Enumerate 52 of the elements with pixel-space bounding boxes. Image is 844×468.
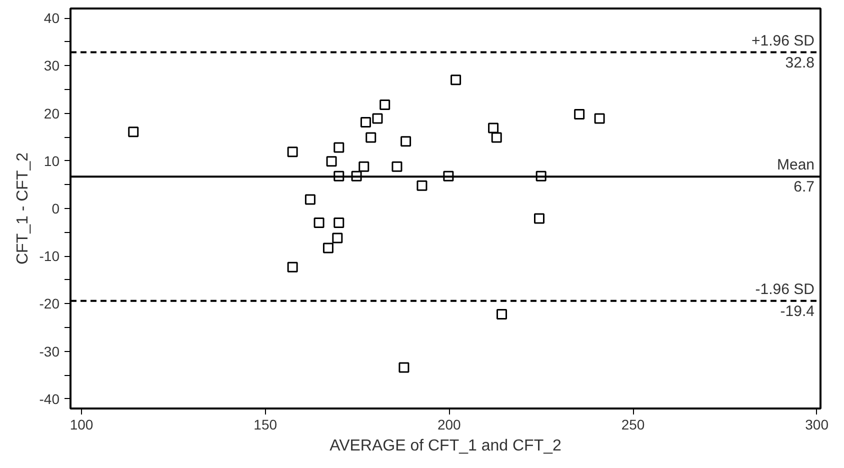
- point: [366, 132, 376, 143]
- x-tick-label: 300: [805, 416, 829, 432]
- y-tick-label: 40: [44, 10, 60, 26]
- point: [304, 194, 316, 205]
- point: [450, 74, 462, 86]
- y-tick-label: -40: [39, 390, 60, 407]
- point: [594, 113, 605, 124]
- annotation: 32.8: [785, 54, 815, 72]
- point: [400, 136, 412, 147]
- annotation: 6.7: [794, 178, 815, 196]
- y-tick-label: 0: [52, 200, 60, 216]
- point: [287, 262, 298, 272]
- point: [360, 117, 371, 128]
- y-tick-label: -10: [39, 248, 60, 264]
- point: [332, 232, 343, 244]
- point: [314, 218, 324, 228]
- point: [380, 99, 390, 110]
- x-tick-label: 250: [621, 416, 645, 432]
- x-tick-label: 150: [254, 416, 278, 432]
- ref-line-label: Mean: [776, 156, 815, 174]
- point: [326, 156, 337, 167]
- point: [488, 122, 499, 134]
- y-axis-title: CFT_1 - CFT_2: [14, 152, 32, 265]
- point: [334, 170, 344, 182]
- x-tick-label: 100: [70, 416, 94, 432]
- point: [351, 170, 362, 182]
- ref-line-label: +1.96 SD: [752, 32, 815, 50]
- point: [416, 180, 428, 191]
- x-tick-label: 200: [437, 416, 462, 432]
- y-tick-label: 20: [44, 105, 60, 122]
- point: [496, 308, 507, 320]
- point: [287, 146, 298, 158]
- y-tick-label: -20: [39, 296, 60, 312]
- point: [574, 108, 585, 120]
- point: [536, 170, 546, 182]
- y-tick-label: -30: [39, 343, 60, 360]
- y-tick-label: 30: [44, 58, 60, 74]
- ref-line-label: -1.96 SD: [755, 280, 815, 298]
- point: [334, 218, 344, 228]
- annotation: -19.4: [780, 302, 815, 320]
- point: [443, 170, 454, 182]
- point: [334, 142, 344, 153]
- y-tick-label: 10: [44, 152, 60, 169]
- point: [491, 132, 502, 143]
- point: [398, 362, 410, 373]
- point: [372, 113, 383, 124]
- point: [322, 242, 334, 254]
- x-axis-title: AVERAGE of CFT_1 and CFT_2: [330, 438, 562, 454]
- point: [534, 213, 544, 224]
- point: [392, 161, 402, 172]
- point: [358, 161, 370, 172]
- point: [128, 126, 139, 138]
